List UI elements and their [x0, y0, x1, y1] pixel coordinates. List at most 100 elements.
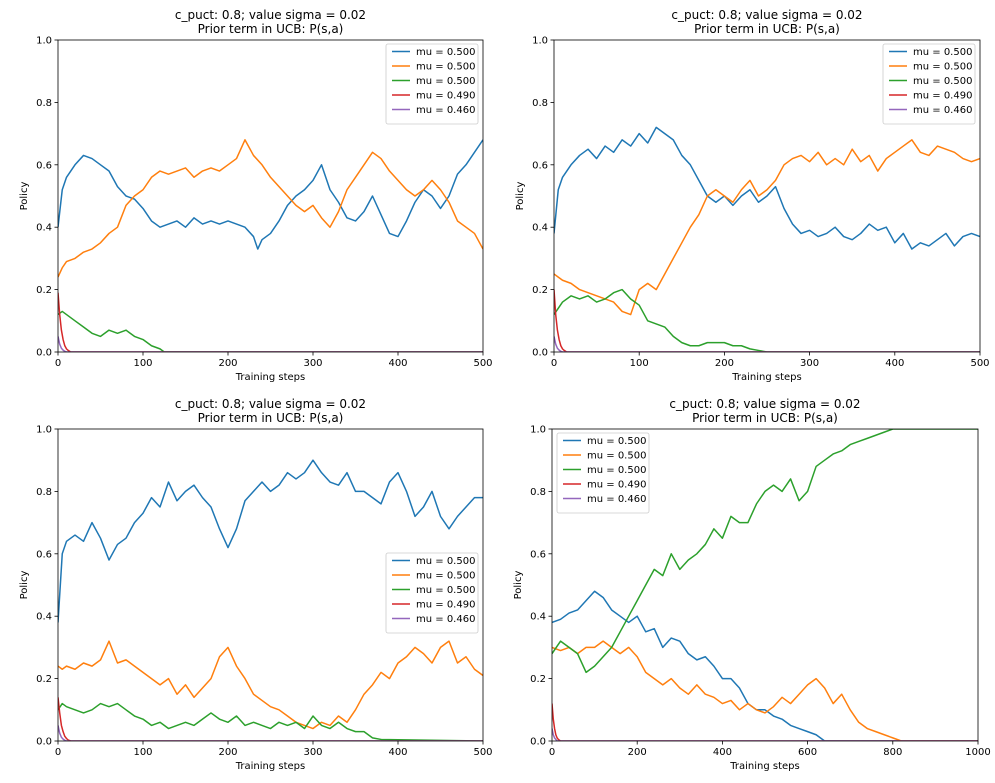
x-axis-label: Training steps	[729, 761, 799, 772]
legend-entry: mu = 0.500	[416, 585, 475, 596]
legend: mu = 0.500 mu = 0.500 mu = 0.500 mu = 0.490…	[385, 552, 479, 634]
legend-entry: mu = 0.460	[416, 614, 475, 625]
y-tick-label: 0.4	[530, 612, 546, 623]
legend-entry: mu = 0.500	[587, 451, 646, 462]
series-line-4	[58, 292, 483, 352]
y-tick-label: 1.0	[532, 36, 548, 47]
y-tick-label: 1.0	[530, 425, 546, 436]
x-tick-label: 400	[388, 358, 407, 369]
y-tick-label: 0.6	[532, 160, 548, 171]
legend-entry: mu = 0.500	[416, 62, 475, 73]
x-tick-label: 200	[218, 358, 237, 369]
y-axis-label: Policy	[19, 571, 30, 600]
y-tick-label: 1.0	[36, 36, 52, 47]
legend-entry: mu = 0.500	[587, 465, 646, 476]
y-tick-label: 0.6	[36, 160, 52, 171]
x-tick-label: 400	[388, 747, 407, 758]
series-line-1	[58, 139, 483, 250]
legend-entry: mu = 0.500	[913, 76, 972, 87]
plot-frame	[57, 39, 484, 353]
series-line-1	[552, 590, 978, 741]
series-line-2	[58, 640, 483, 730]
x-tick-label: 0	[551, 358, 557, 369]
chart-subtitle: Prior term in UCB: P(s,a)	[198, 411, 344, 425]
y-tick-label: 0.4	[36, 612, 52, 623]
series-line-3	[552, 429, 978, 674]
plot-frame	[551, 428, 979, 742]
legend-box	[385, 552, 479, 634]
legend-entry: mu = 0.490	[587, 480, 646, 491]
x-tick-label: 300	[303, 747, 322, 758]
x-tick-label: 400	[885, 358, 904, 369]
y-axis-label: Policy	[19, 182, 30, 211]
series-line-2	[58, 139, 483, 278]
series-line-3	[554, 288, 980, 352]
legend-box	[882, 43, 976, 125]
x-tick-label: 500	[970, 358, 989, 369]
y-tick-label: 0.8	[530, 487, 546, 498]
chart-title: c_puct: 0.8; value sigma = 0.02	[669, 397, 860, 411]
y-tick-label: 0.2	[36, 674, 52, 685]
x-tick-label: 800	[883, 747, 902, 758]
series-line-2	[552, 640, 978, 741]
legend: mu = 0.500 mu = 0.500 mu = 0.500 mu = 0.490…	[882, 43, 976, 125]
y-tick-label: 0.0	[36, 737, 52, 748]
x-tick-label: 200	[218, 747, 237, 758]
y-tick-label: 0.2	[532, 285, 548, 296]
x-tick-label: 1000	[965, 747, 990, 758]
legend-entry: mu = 0.500	[913, 47, 972, 58]
y-tick-label: 0.0	[36, 348, 52, 359]
x-tick-label: 0	[55, 358, 61, 369]
y-tick-label: 0.6	[36, 549, 52, 560]
x-axis-label: Training steps	[235, 761, 305, 772]
x-tick-label: 0	[549, 747, 555, 758]
legend-entry: mu = 0.500	[416, 76, 475, 87]
legend-entry: mu = 0.500	[416, 47, 475, 58]
legend-box	[556, 432, 650, 514]
legend-entry: mu = 0.490	[913, 91, 972, 102]
plot-frame	[553, 39, 981, 353]
series-line-2	[554, 139, 980, 316]
y-tick-label: 0.8	[532, 98, 548, 109]
x-tick-label: 500	[473, 358, 492, 369]
y-tick-label: 0.2	[530, 674, 546, 685]
series-line-5	[552, 728, 978, 741]
y-tick-label: 0.0	[530, 737, 546, 748]
chart-title: c_puct: 0.8; value sigma = 0.02	[671, 8, 862, 22]
x-axis-label: Training steps	[235, 372, 305, 383]
series-line-5	[554, 336, 980, 352]
y-tick-label: 0.6	[530, 549, 546, 560]
series-line-3	[58, 702, 483, 741]
series-line-1	[554, 126, 980, 250]
chart-title: c_puct: 0.8; value sigma = 0.02	[175, 397, 366, 411]
series-line-1	[58, 459, 483, 623]
series-line-4	[554, 289, 980, 352]
y-axis-label: Policy	[513, 571, 524, 600]
x-tick-label: 200	[628, 747, 647, 758]
legend-entry: mu = 0.500	[416, 571, 475, 582]
series-line-5	[58, 336, 483, 352]
y-tick-label: 0.2	[36, 285, 52, 296]
x-tick-label: 0	[55, 747, 61, 758]
legend-entry: mu = 0.490	[416, 91, 475, 102]
legend-entry: mu = 0.460	[416, 105, 475, 116]
x-tick-label: 100	[133, 747, 152, 758]
plot-frame	[57, 428, 484, 742]
legend-entry: mu = 0.500	[416, 556, 475, 567]
y-tick-label: 0.4	[36, 223, 52, 234]
legend-entry: mu = 0.500	[913, 62, 972, 73]
series-line-4	[58, 697, 483, 741]
x-tick-label: 300	[303, 358, 322, 369]
x-tick-label: 200	[715, 358, 734, 369]
legend: mu = 0.500 mu = 0.500 mu = 0.500 mu = 0.490…	[385, 43, 479, 125]
x-tick-label: 500	[473, 747, 492, 758]
chart-subtitle: Prior term in UCB: P(s,a)	[694, 22, 840, 36]
legend-entry: mu = 0.500	[587, 436, 646, 447]
x-tick-label: 300	[800, 358, 819, 369]
legend: mu = 0.500 mu = 0.500 mu = 0.500 mu = 0.490…	[556, 432, 650, 514]
x-tick-label: 100	[630, 358, 649, 369]
